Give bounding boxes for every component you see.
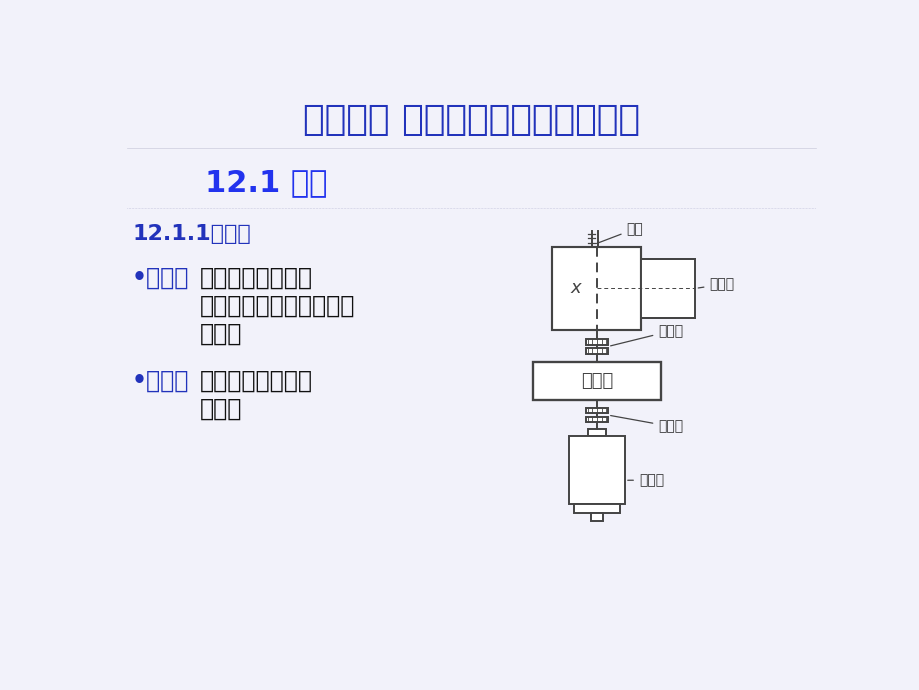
Text: 电动机: 电动机: [627, 473, 664, 487]
Bar: [641, 259, 695, 317]
Text: •功用：: •功用：: [132, 266, 189, 290]
Bar: [551, 247, 641, 330]
Text: 减速器: 减速器: [580, 372, 612, 390]
Bar: [585, 339, 607, 344]
Bar: [585, 348, 607, 354]
Bar: [585, 408, 607, 413]
Text: x: x: [570, 279, 580, 297]
Bar: [590, 513, 603, 521]
Bar: [587, 428, 606, 436]
Text: 联轴器: 联轴器: [610, 415, 683, 433]
Text: 主要用作轴与轴之
间的连接，以传递运动和
转矩。: 主要用作轴与轴之 间的连接，以传递运动和 转矩。: [200, 266, 356, 346]
Text: 第十二章 联轴器、离合器和制动器: 第十二章 联轴器、离合器和制动器: [302, 103, 640, 137]
Text: 联轴器: 联轴器: [610, 324, 683, 346]
Bar: [532, 362, 660, 400]
Text: 停机时才能连接或
分离。: 停机时才能连接或 分离。: [200, 369, 312, 421]
Text: •特点：: •特点：: [132, 369, 189, 393]
Text: 输送带: 输送带: [698, 277, 733, 291]
Text: 12.1 概述: 12.1 概述: [205, 168, 327, 197]
Text: 卷筒: 卷筒: [596, 222, 642, 244]
Bar: [573, 504, 619, 513]
Text: 12.1.1联轴器: 12.1.1联轴器: [132, 224, 251, 244]
Bar: [569, 436, 624, 504]
Bar: [585, 417, 607, 422]
